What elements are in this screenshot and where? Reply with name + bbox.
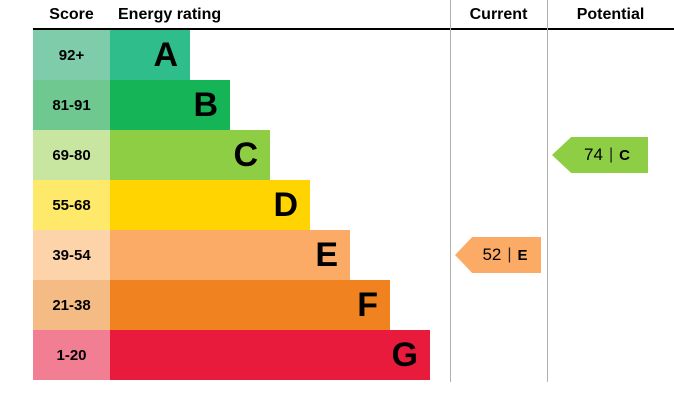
rating-bar-f: F xyxy=(110,280,390,330)
score-range: 69-80 xyxy=(33,130,110,180)
score-range: 39-54 xyxy=(33,230,110,280)
score-range: 1-20 xyxy=(33,330,110,380)
rating-bar-b: B xyxy=(110,80,230,130)
rating-bar-e: E xyxy=(110,230,350,280)
band-row-b: 81-91 B xyxy=(33,80,430,130)
band-row-e: 39-54 E xyxy=(33,230,430,280)
header-potential: Potential xyxy=(576,6,645,23)
potential-value: 74 xyxy=(584,145,603,164)
rating-bands: 92+ A 81-91 B 69-80 C 55-68 D 39-54 E 21… xyxy=(33,30,430,380)
score-range: 81-91 xyxy=(33,80,110,130)
score-range: 21-38 xyxy=(33,280,110,330)
score-range: 92+ xyxy=(33,30,110,80)
rating-bar-c: C xyxy=(110,130,270,180)
header-energy-rating: Energy rating xyxy=(118,6,222,23)
band-row-g: 1-20 G xyxy=(33,330,430,380)
header-underline xyxy=(33,28,674,30)
band-row-f: 21-38 F xyxy=(33,280,430,330)
separator: | xyxy=(507,246,512,263)
header-score: Score xyxy=(49,6,94,23)
score-range: 55-68 xyxy=(33,180,110,230)
rating-bar-d: D xyxy=(110,180,310,230)
current-column-divider xyxy=(450,0,451,382)
current-letter: E xyxy=(517,246,528,264)
band-row-a: 92+ A xyxy=(33,30,430,80)
header-current: Current xyxy=(469,6,528,23)
potential-letter: C xyxy=(619,146,630,164)
band-row-d: 55-68 D xyxy=(33,180,430,230)
rating-bar-a: A xyxy=(110,30,190,80)
current-value: 52 xyxy=(482,245,502,264)
separator: | xyxy=(608,146,614,163)
potential-arrow: 74 | C xyxy=(552,137,648,173)
rating-bar-g: G xyxy=(110,330,430,380)
band-row-c: 69-80 C xyxy=(33,130,430,180)
potential-column-divider xyxy=(547,0,548,382)
current-arrow: 52 | E xyxy=(455,237,541,273)
